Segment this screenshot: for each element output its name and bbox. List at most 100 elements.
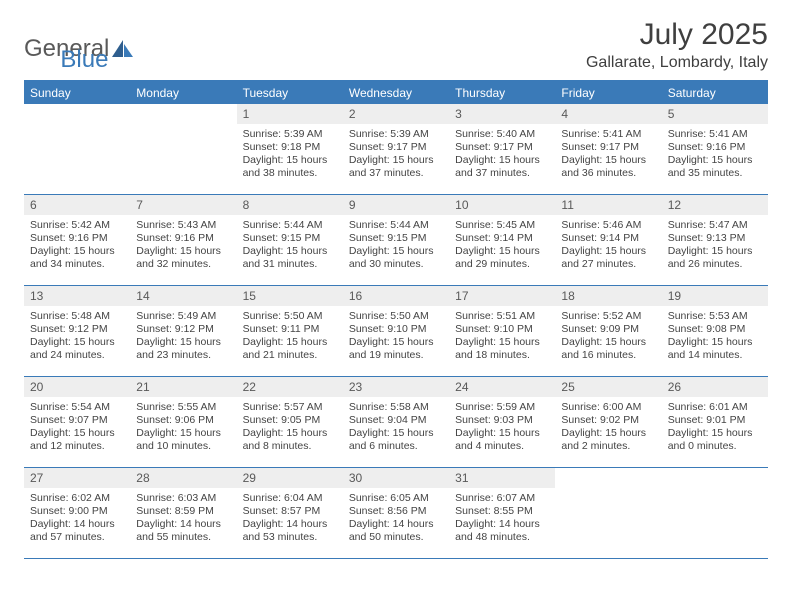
day-details: Sunrise: 5:50 AMSunset: 9:11 PMDaylight:…	[237, 306, 343, 369]
day-cell	[555, 468, 661, 558]
day-sunrise: Sunrise: 5:39 AM	[349, 128, 443, 141]
day-sunset: Sunset: 9:17 PM	[561, 141, 655, 154]
day-dl2: and 38 minutes.	[243, 167, 337, 180]
day-dl2: and 34 minutes.	[30, 258, 124, 271]
day-dl2: and 2 minutes.	[561, 440, 655, 453]
day-sunrise: Sunrise: 5:58 AM	[349, 401, 443, 414]
day-sunset: Sunset: 9:01 PM	[668, 414, 762, 427]
day-details: Sunrise: 5:39 AMSunset: 9:17 PMDaylight:…	[343, 124, 449, 187]
day-dl2: and 29 minutes.	[455, 258, 549, 271]
day-number: 30	[343, 468, 449, 488]
day-details: Sunrise: 6:05 AMSunset: 8:56 PMDaylight:…	[343, 488, 449, 551]
day-dl2: and 12 minutes.	[30, 440, 124, 453]
day-details: Sunrise: 6:02 AMSunset: 9:00 PMDaylight:…	[24, 488, 130, 551]
day-dl2: and 14 minutes.	[668, 349, 762, 362]
day-number: 19	[662, 286, 768, 306]
day-dl1: Daylight: 15 hours	[136, 245, 230, 258]
day-number: 12	[662, 195, 768, 215]
day-cell	[130, 104, 236, 194]
day-cell: 18Sunrise: 5:52 AMSunset: 9:09 PMDayligh…	[555, 286, 661, 376]
day-sunset: Sunset: 9:17 PM	[349, 141, 443, 154]
day-header-fri: Friday	[555, 82, 661, 104]
day-sunset: Sunset: 9:06 PM	[136, 414, 230, 427]
logo-text-blue: Blue	[60, 46, 108, 74]
day-dl2: and 6 minutes.	[349, 440, 443, 453]
day-dl1: Daylight: 15 hours	[30, 245, 124, 258]
location-label: Gallarate, Lombardy, Italy	[586, 54, 768, 72]
day-details: Sunrise: 5:46 AMSunset: 9:14 PMDaylight:…	[555, 215, 661, 278]
day-sunset: Sunset: 9:05 PM	[243, 414, 337, 427]
day-details: Sunrise: 6:01 AMSunset: 9:01 PMDaylight:…	[662, 397, 768, 460]
day-dl2: and 50 minutes.	[349, 531, 443, 544]
day-cell	[662, 468, 768, 558]
day-sunset: Sunset: 8:55 PM	[455, 505, 549, 518]
day-dl1: Daylight: 15 hours	[243, 336, 337, 349]
page-header: General Blue July 2025 Gallarate, Lombar…	[24, 18, 768, 74]
day-sunset: Sunset: 9:15 PM	[349, 232, 443, 245]
day-number: 4	[555, 104, 661, 124]
day-sunset: Sunset: 9:18 PM	[243, 141, 337, 154]
day-dl1: Daylight: 14 hours	[136, 518, 230, 531]
day-cell: 23Sunrise: 5:58 AMSunset: 9:04 PMDayligh…	[343, 377, 449, 467]
day-cell: 1Sunrise: 5:39 AMSunset: 9:18 PMDaylight…	[237, 104, 343, 194]
day-dl2: and 35 minutes.	[668, 167, 762, 180]
day-cell: 16Sunrise: 5:50 AMSunset: 9:10 PMDayligh…	[343, 286, 449, 376]
day-dl1: Daylight: 14 hours	[349, 518, 443, 531]
day-number: 22	[237, 377, 343, 397]
day-details: Sunrise: 5:55 AMSunset: 9:06 PMDaylight:…	[130, 397, 236, 460]
day-sunset: Sunset: 9:16 PM	[30, 232, 124, 245]
weeks-container: 1 Sunrise: 5:39 AM Sunset: 9:18 PM Daylight…	[24, 104, 768, 559]
day-cell: 30Sunrise: 6:05 AMSunset: 8:56 PMDayligh…	[343, 468, 449, 558]
day-dl1: Daylight: 15 hours	[455, 427, 549, 440]
day-details: Sunrise: 5:43 AMSunset: 9:16 PMDaylight:…	[130, 215, 236, 278]
day-dl2: and 31 minutes.	[243, 258, 337, 271]
day-sunset: Sunset: 9:10 PM	[455, 323, 549, 336]
day-sunset: Sunset: 9:10 PM	[349, 323, 443, 336]
day-details: Sunrise: 5:52 AMSunset: 9:09 PMDaylight:…	[555, 306, 661, 369]
day-sunrise: Sunrise: 6:00 AM	[561, 401, 655, 414]
day-number: 25	[555, 377, 661, 397]
day-dl1: Daylight: 15 hours	[668, 427, 762, 440]
day-number: 8	[237, 195, 343, 215]
day-sunset: Sunset: 9:15 PM	[243, 232, 337, 245]
day-dl2: and 57 minutes.	[30, 531, 124, 544]
day-number: 26	[662, 377, 768, 397]
day-details: Sunrise: 5:57 AMSunset: 9:05 PMDaylight:…	[237, 397, 343, 460]
day-details: Sunrise: 5:45 AMSunset: 9:14 PMDaylight:…	[449, 215, 555, 278]
day-sunset: Sunset: 9:00 PM	[30, 505, 124, 518]
day-sunrise: Sunrise: 5:55 AM	[136, 401, 230, 414]
day-number: 23	[343, 377, 449, 397]
day-details: Sunrise: 6:04 AMSunset: 8:57 PMDaylight:…	[237, 488, 343, 551]
day-dl2: and 27 minutes.	[561, 258, 655, 271]
day-sunset: Sunset: 9:14 PM	[561, 232, 655, 245]
logo: General Blue	[24, 18, 108, 74]
day-cell: 9Sunrise: 5:44 AMSunset: 9:15 PMDaylight…	[343, 195, 449, 285]
day-cell: 26Sunrise: 6:01 AMSunset: 9:01 PMDayligh…	[662, 377, 768, 467]
day-header-thu: Thursday	[449, 82, 555, 104]
day-cell: 22Sunrise: 5:57 AMSunset: 9:05 PMDayligh…	[237, 377, 343, 467]
day-number: 31	[449, 468, 555, 488]
day-details: Sunrise: 5:44 AMSunset: 9:15 PMDaylight:…	[343, 215, 449, 278]
day-sunrise: Sunrise: 6:02 AM	[30, 492, 124, 505]
day-number: 14	[130, 286, 236, 306]
day-number: 6	[24, 195, 130, 215]
day-sunset: Sunset: 9:16 PM	[668, 141, 762, 154]
day-number: 9	[343, 195, 449, 215]
day-sunset: Sunset: 9:08 PM	[668, 323, 762, 336]
day-sunrise: Sunrise: 5:41 AM	[668, 128, 762, 141]
day-dl1: Daylight: 15 hours	[455, 336, 549, 349]
day-dl2: and 23 minutes.	[136, 349, 230, 362]
day-number: 7	[130, 195, 236, 215]
day-sunset: Sunset: 9:17 PM	[455, 141, 549, 154]
day-dl1: Daylight: 15 hours	[349, 336, 443, 349]
day-cell: 6Sunrise: 5:42 AMSunset: 9:16 PMDaylight…	[24, 195, 130, 285]
day-details: Sunrise: 5:53 AMSunset: 9:08 PMDaylight:…	[662, 306, 768, 369]
day-dl1: Daylight: 15 hours	[349, 245, 443, 258]
day-cell: 12Sunrise: 5:47 AMSunset: 9:13 PMDayligh…	[662, 195, 768, 285]
day-header-row: Sunday Monday Tuesday Wednesday Thursday…	[24, 82, 768, 104]
day-number: 1	[237, 104, 343, 124]
day-sunset: Sunset: 9:03 PM	[455, 414, 549, 427]
day-cell: 14Sunrise: 5:49 AMSunset: 9:12 PMDayligh…	[130, 286, 236, 376]
day-dl1: Daylight: 14 hours	[455, 518, 549, 531]
day-dl2: and 4 minutes.	[455, 440, 549, 453]
